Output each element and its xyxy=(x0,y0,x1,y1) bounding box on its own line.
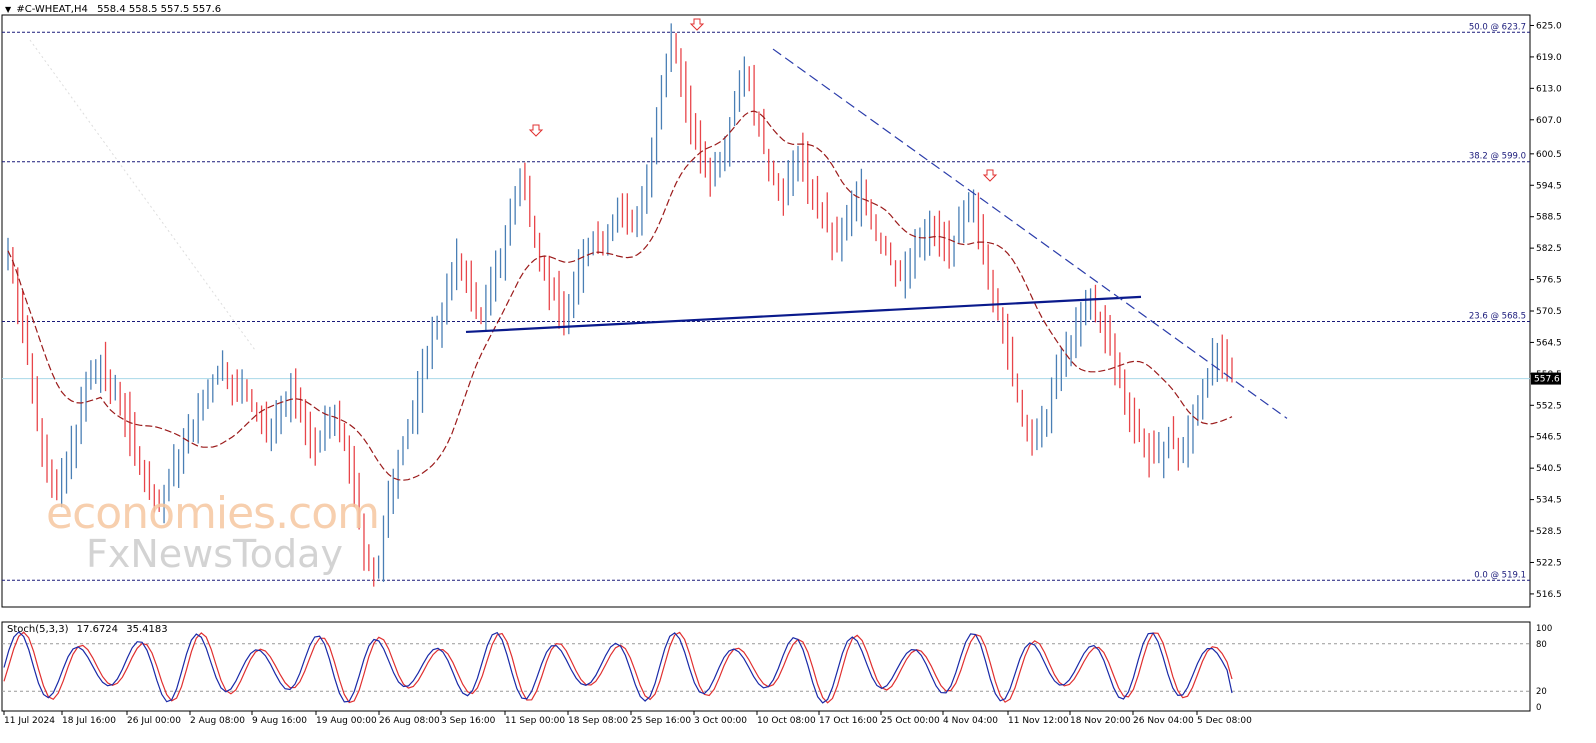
x-tick-label: 26 Nov 04:00 xyxy=(1133,716,1194,726)
x-tick-label: 19 Aug 00:00 xyxy=(316,716,377,726)
x-tick-label: 11 Jul 2024 xyxy=(4,716,55,726)
stochastic-name: Stoch(5,3,3) xyxy=(7,624,69,635)
y-tick-label: 613.0 xyxy=(1536,84,1562,94)
y-tick-label: 594.5 xyxy=(1536,181,1562,191)
x-tick-label: 2 Aug 08:00 xyxy=(190,716,245,726)
symbol-label: #C-WHEAT,H4 xyxy=(16,4,88,15)
y-tick-label: 619.0 xyxy=(1536,53,1562,63)
stochastic-tick-label: 80 xyxy=(1536,640,1547,650)
down-arrow-icon xyxy=(689,18,705,31)
collapse-triangle-icon[interactable]: ▼ xyxy=(5,5,12,14)
x-tick-label: 4 Nov 04:00 xyxy=(943,716,998,726)
y-tick-label: 570.5 xyxy=(1536,307,1562,317)
x-tick-label: 26 Aug 08:00 xyxy=(379,716,440,726)
candles-group xyxy=(7,23,1233,587)
x-tick-label: 3 Oct 00:00 xyxy=(694,716,747,726)
stochastic-tick-label: 20 xyxy=(1536,687,1547,697)
fib-level-label: 23.6 @ 568.5 xyxy=(1469,311,1526,321)
y-tick-label: 600.5 xyxy=(1536,150,1562,160)
stochastic-tick-label: 100 xyxy=(1536,624,1552,634)
x-tick-label: 25 Oct 00:00 xyxy=(881,716,940,726)
y-tick-label: 625.0 xyxy=(1536,21,1562,31)
current-price-badge xyxy=(1531,372,1561,385)
x-tick-label: 5 Dec 08:00 xyxy=(1197,716,1252,726)
ohlc-values: 558.4 558.5 557.5 557.6 xyxy=(97,4,222,15)
x-tick-label: 18 Nov 20:00 xyxy=(1070,716,1131,726)
down-arrow-icon xyxy=(528,124,544,137)
x-tick-label: 18 Jul 16:00 xyxy=(62,716,116,726)
x-tick-label: 25 Sep 16:00 xyxy=(631,716,691,726)
x-tick-label: 11 Nov 12:00 xyxy=(1008,716,1069,726)
stochastic-signal-value: 35.4183 xyxy=(126,624,168,635)
y-tick-label: 552.5 xyxy=(1536,401,1562,411)
faint-diagonal-line xyxy=(29,39,256,351)
stochastic-panel-frame xyxy=(1,621,1531,712)
stochastic-tick-label: 0 xyxy=(1536,703,1541,713)
y-tick-label: 582.5 xyxy=(1536,244,1562,254)
chart-header: ▼ #C-WHEAT,H4 558.4 558.5 557.5 557.6 xyxy=(5,4,221,15)
x-tick-label: 10 Oct 08:00 xyxy=(757,716,816,726)
fib-level-label: 50.0 @ 623.7 xyxy=(1469,22,1526,32)
x-tick-label: 9 Aug 16:00 xyxy=(252,716,307,726)
x-tick-label: 18 Sep 08:00 xyxy=(568,716,628,726)
y-tick-label: 588.5 xyxy=(1536,213,1562,223)
y-tick-label: 607.0 xyxy=(1536,116,1562,126)
x-tick-label: 17 Oct 16:00 xyxy=(819,716,878,726)
down-arrow-icon xyxy=(982,169,998,182)
x-tick-label: 11 Sep 00:00 xyxy=(505,716,565,726)
stochastic-signal-line xyxy=(3,631,1233,704)
x-tick-label: 26 Jul 00:00 xyxy=(127,716,181,726)
fib-level-label: 38.2 @ 599.0 xyxy=(1469,152,1526,162)
y-tick-label: 516.5 xyxy=(1536,590,1562,600)
stochastic-header: Stoch(5,3,3) 17.6724 35.4183 xyxy=(7,624,173,635)
y-tick-label: 564.5 xyxy=(1536,338,1562,348)
y-tick-label: 576.5 xyxy=(1536,276,1562,286)
neckline-trendline xyxy=(465,295,1142,334)
current-price-label: 557.6 xyxy=(1534,375,1560,385)
x-tick-label: 3 Sep 16:00 xyxy=(441,716,496,726)
fib-level-label: 0.0 @ 519.1 xyxy=(1474,570,1526,580)
y-tick-label: 546.5 xyxy=(1536,433,1562,443)
y-tick-label: 540.5 xyxy=(1536,464,1562,474)
stochastic-main-value: 17.6724 xyxy=(76,624,119,635)
stochastic-main-line xyxy=(3,631,1233,704)
y-tick-label: 534.5 xyxy=(1536,496,1562,506)
descending-trendline xyxy=(772,48,1288,419)
y-tick-label: 528.5 xyxy=(1536,527,1562,537)
y-tick-label: 522.5 xyxy=(1536,558,1562,568)
main-panel-frame xyxy=(1,14,1531,608)
moving-average-line xyxy=(7,110,1233,481)
